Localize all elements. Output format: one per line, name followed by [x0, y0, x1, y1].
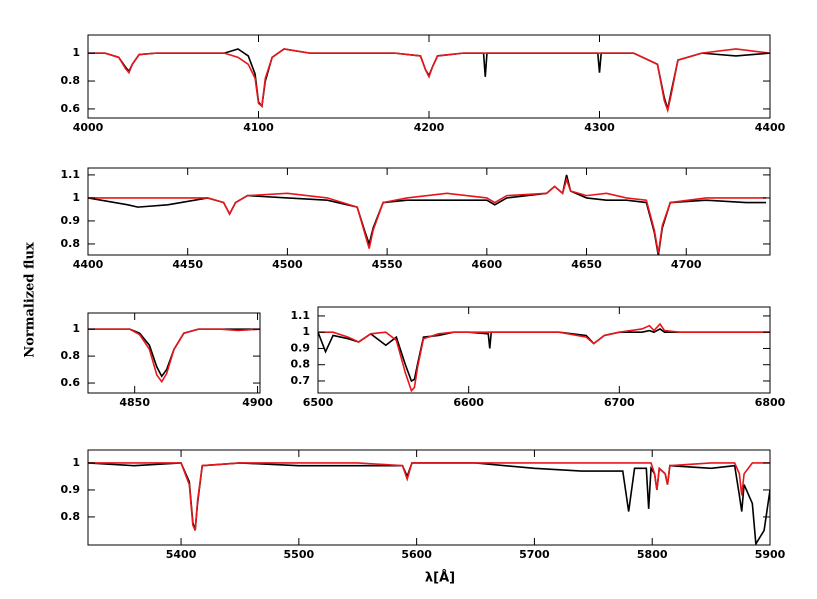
- y-tick-label: 1.1: [291, 309, 311, 322]
- x-tick-label: 4900: [242, 396, 273, 409]
- y-tick-label: 0.8: [61, 237, 81, 250]
- spectrum-line: [88, 48, 770, 114]
- y-tick-label: 0.8: [291, 358, 311, 371]
- x-tick-label: 5500: [284, 548, 315, 561]
- y-tick-label: 1: [72, 46, 80, 59]
- y-tick-label: 0.9: [61, 483, 81, 496]
- x-tick-label: 4700: [671, 258, 702, 271]
- x-tick-label: 4100: [243, 121, 274, 134]
- x-tick-label: 4550: [372, 258, 403, 271]
- y-tick-label: 0.6: [61, 376, 81, 389]
- x-axis-label: λ[Å]: [425, 570, 455, 586]
- x-tick-label: 6800: [755, 396, 786, 409]
- x-tick-label: 6700: [604, 396, 635, 409]
- y-tick-label: 1: [302, 325, 310, 338]
- spectrum-line: [88, 328, 260, 378]
- panel: 4400 4450 4500 4550 4600 4650 4700 0.8 0.9 1 1.1: [61, 167, 771, 271]
- frame: [317, 306, 771, 394]
- x-tick-label: 5800: [637, 548, 668, 561]
- x-tick-label: 4600: [472, 258, 503, 271]
- spectrum-line: [88, 174, 767, 255]
- x-tick-label: 5900: [755, 548, 786, 561]
- x-tick-label: 4650: [571, 258, 602, 271]
- y-axis-label: Normalized flux: [23, 242, 38, 358]
- x-tick-label: 4400: [73, 258, 104, 271]
- x-tick-label: 4300: [584, 121, 615, 134]
- panel: 4000 4100 4200 4300 4400 0.6 0.8 1: [61, 34, 786, 134]
- x-tick-label: 4200: [414, 121, 445, 134]
- frame: [87, 449, 771, 546]
- y-tick-label: 1: [72, 191, 80, 204]
- x-tick-label: 6600: [453, 396, 484, 409]
- y-tick-label: 1: [72, 322, 80, 335]
- spectrum-line: [318, 322, 770, 393]
- x-tick-label: 4000: [73, 121, 104, 134]
- y-tick-label: 0.8: [61, 74, 81, 87]
- x-tick-label: 4450: [172, 258, 203, 271]
- frame: [87, 312, 261, 394]
- spectrum-line: [88, 48, 770, 110]
- y-tick-label: 0.6: [61, 102, 81, 115]
- x-tick-label: 4500: [272, 258, 303, 271]
- y-tick-label: 0.9: [61, 214, 81, 227]
- x-tick-label: 5400: [166, 548, 197, 561]
- spectrum-line: [318, 328, 770, 383]
- spectrum-line: [88, 462, 770, 531]
- x-tick-label: 4850: [119, 396, 150, 409]
- panel: 6500 6600 6700 6800 0.7 0.8 0.9 1 1.1: [291, 306, 786, 409]
- y-tick-label: 0.7: [291, 374, 311, 387]
- x-tick-label: 5700: [519, 548, 550, 561]
- y-tick-label: 1.1: [61, 168, 81, 181]
- spectrum-line: [88, 176, 767, 254]
- panel: 5400 5500 5600 5700 5800 5900 0.8 0.9 1: [61, 449, 786, 561]
- x-tick-label: 5600: [401, 548, 432, 561]
- y-tick-label: 0.9: [291, 341, 311, 354]
- x-tick-label: 6500: [303, 396, 334, 409]
- panel: 4850 4900 0.6 0.8 1: [61, 312, 273, 409]
- y-tick-label: 0.8: [61, 510, 81, 523]
- y-tick-label: 0.8: [61, 349, 81, 362]
- spectrum-line: [88, 328, 260, 384]
- y-tick-label: 1: [72, 456, 80, 469]
- x-tick-label: 4400: [755, 121, 786, 134]
- frame: [87, 167, 771, 256]
